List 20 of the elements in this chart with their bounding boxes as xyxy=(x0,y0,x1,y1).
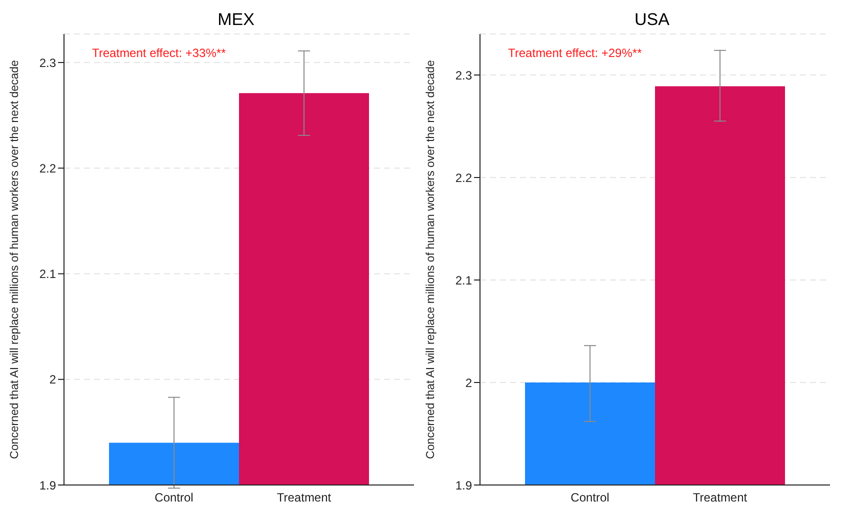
y-tick-label: 1.9 xyxy=(39,478,56,492)
y-tick-label: 1.9 xyxy=(455,478,472,492)
annotation: Treatment effect: +29%** xyxy=(508,46,642,60)
y-tick-label: 2.3 xyxy=(39,56,56,70)
y-tick-label: 2 xyxy=(465,376,472,390)
x-tick-label: Treatment xyxy=(692,490,748,505)
y-tick-label: 2 xyxy=(49,372,56,387)
y-tick-label: 2.1 xyxy=(39,267,56,282)
y-axis-title: Concerned that AI will replace millions of human workers over the next decade xyxy=(9,60,22,459)
chart-title: USA xyxy=(634,10,670,30)
annotation: Treatment effect: +33%** xyxy=(92,46,226,60)
x-tick-label: Control xyxy=(154,490,194,505)
y-tick-label: 2.1 xyxy=(455,273,472,288)
y-tick-label: 2.3 xyxy=(455,68,472,82)
x-tick-label: Treatment xyxy=(276,490,332,505)
chart-title: MEX xyxy=(216,10,256,30)
y-tick-label: 2.2 xyxy=(39,161,56,176)
y-axis-title: Concerned that AI will replace millions of human workers over the next decade xyxy=(425,60,438,459)
x-tick-label: Control xyxy=(570,490,610,505)
y-tick-label: 2.2 xyxy=(455,170,472,185)
